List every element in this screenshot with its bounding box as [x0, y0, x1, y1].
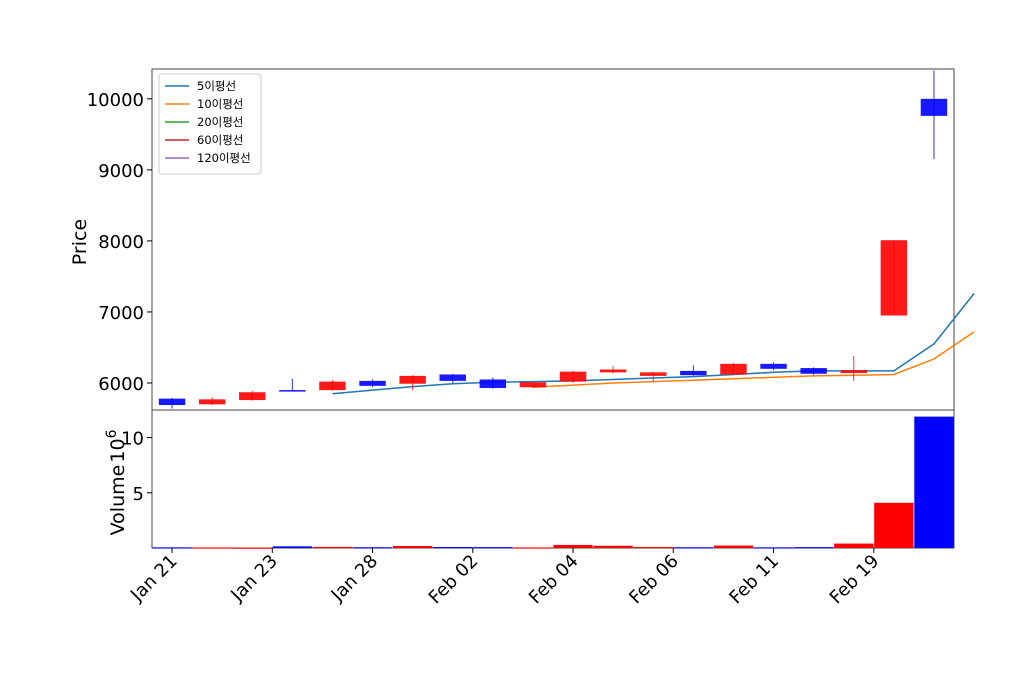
price-ytick-label: 6000	[98, 374, 144, 395]
volume-bar	[192, 547, 232, 549]
volume-ytick-label: 5	[133, 484, 144, 505]
volume-plot-frame	[151, 409, 955, 549]
volume-ytick-label: 10	[121, 429, 144, 450]
candle-body	[399, 375, 426, 384]
xtick-label: Feb 02	[425, 551, 483, 609]
candle-body	[760, 363, 787, 369]
candle-body	[479, 379, 507, 388]
volume-bar	[152, 547, 192, 549]
xtick-label: Feb 04	[525, 551, 583, 609]
candle-body	[359, 380, 386, 386]
candle-body	[880, 240, 908, 316]
volume-bar	[352, 547, 393, 549]
volume-axis-label: Volume	[107, 465, 129, 536]
price-ytick-label: 8000	[98, 232, 144, 253]
candle-body	[920, 98, 948, 116]
volume-bar	[753, 547, 794, 549]
candle-body	[640, 372, 667, 376]
candle-body	[599, 369, 627, 373]
candle-body	[239, 392, 266, 401]
xtick-label: Jan 23	[226, 551, 281, 606]
price-ytick-label: 10000	[87, 90, 144, 111]
candle-body	[800, 368, 827, 374]
candle-body	[439, 374, 466, 381]
xtick-label: Feb 11	[725, 551, 783, 609]
candle-body	[559, 371, 587, 382]
volume-bar	[593, 545, 633, 548]
volume-bar	[713, 545, 754, 548]
legend-label: 5이평선	[197, 79, 236, 93]
xtick-label: Feb 06	[625, 551, 683, 609]
candle-body	[279, 390, 306, 392]
price-ytick-label: 7000	[98, 303, 144, 324]
volume-bar	[393, 546, 433, 548]
price-panel: 6000 7000 8000 9000 10000	[87, 68, 975, 411]
legend-label: 20이평선	[197, 115, 243, 129]
volume-bar	[553, 544, 593, 548]
volume-bar	[272, 546, 312, 548]
volume-bar	[312, 546, 353, 549]
ma-line	[532, 331, 975, 389]
legend-label: 120이평선	[197, 151, 251, 165]
volume-bar	[433, 547, 473, 549]
x-axis: Jan 21 Jan 23 Jan 28 Feb 02 Feb 04 Feb 06 Feb …	[126, 548, 883, 608]
price-plot-frame	[151, 68, 955, 411]
candle-body	[158, 398, 186, 406]
candle-body	[519, 382, 547, 388]
legend-label: 60이평선	[197, 133, 243, 147]
legend: 5이평선 10이평선 20이평선 60이평선 120이평선	[158, 73, 262, 175]
volume-bar	[914, 416, 954, 548]
candle-body	[720, 363, 747, 375]
volume-bar	[232, 547, 272, 549]
volume-bar	[794, 547, 834, 549]
price-axis-label: Price	[69, 219, 91, 265]
volume-bar	[513, 547, 553, 549]
xtick-label: Jan 28	[327, 551, 382, 606]
xtick-label: Feb 19	[826, 551, 884, 609]
xtick-label: Jan 21	[126, 551, 181, 606]
volume-bar	[673, 547, 713, 549]
candle-body	[840, 370, 867, 374]
volume-scale-label: 106	[104, 429, 129, 462]
candle-body	[319, 381, 346, 391]
candle-body	[680, 370, 707, 376]
legend-box	[158, 73, 262, 175]
volume-panel: 5 10	[121, 409, 955, 549]
volume-bar	[633, 547, 673, 549]
volume-bar	[473, 547, 513, 549]
volume-bar	[834, 543, 874, 548]
volume-bar	[874, 502, 914, 548]
legend-label: 10이평선	[197, 97, 243, 111]
volume-scale-base: 10	[107, 438, 129, 462]
volume-scale-exponent: 6	[104, 429, 120, 438]
candle-body	[198, 399, 226, 405]
price-ytick-label: 9000	[98, 161, 144, 182]
